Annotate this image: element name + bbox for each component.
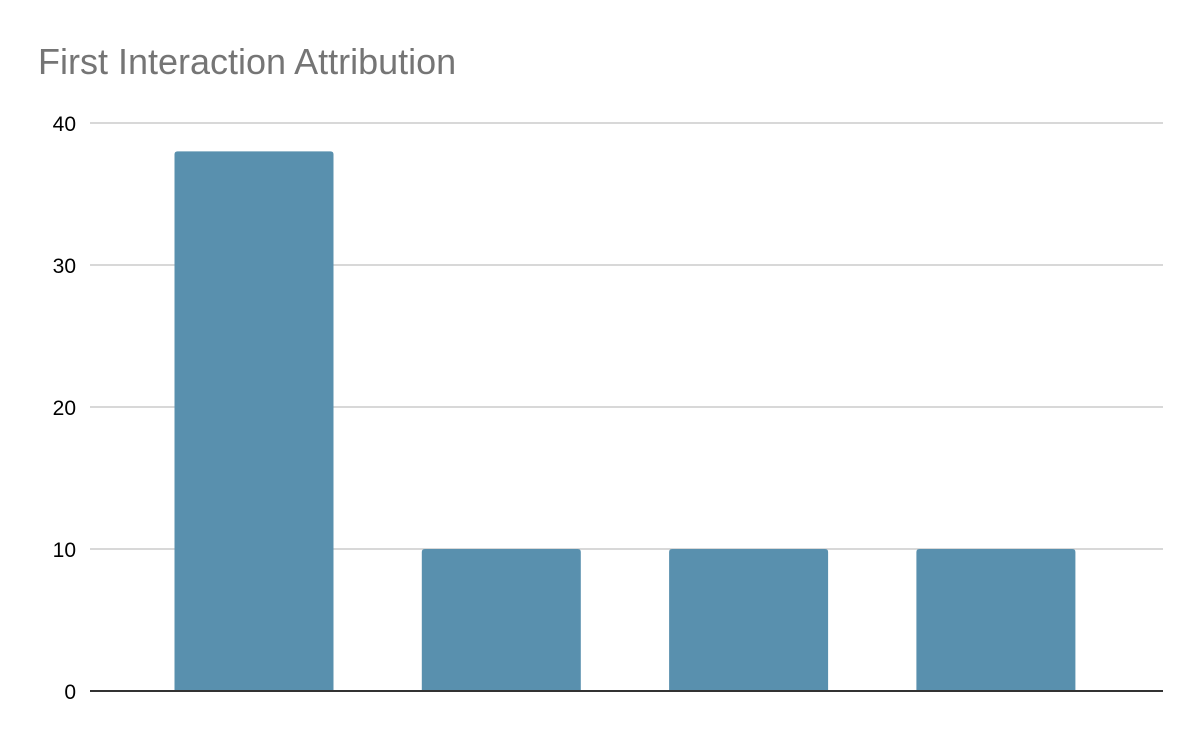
y-tick-label: 0 — [64, 681, 76, 704]
bars — [174, 151, 1076, 691]
bar-3 — [669, 549, 829, 691]
y-tick-label: 20 — [53, 397, 76, 420]
y-tick-label: 40 — [53, 113, 76, 136]
bar-4 — [916, 549, 1076, 691]
bar-2 — [421, 549, 581, 691]
chart-title: First Interaction Attribution — [38, 41, 456, 82]
y-tick-label: 10 — [53, 539, 76, 562]
y-axis-tick-labels: 0 10 20 30 40 — [53, 113, 76, 704]
y-tick-label: 30 — [53, 255, 76, 278]
bar-1 — [174, 151, 334, 691]
